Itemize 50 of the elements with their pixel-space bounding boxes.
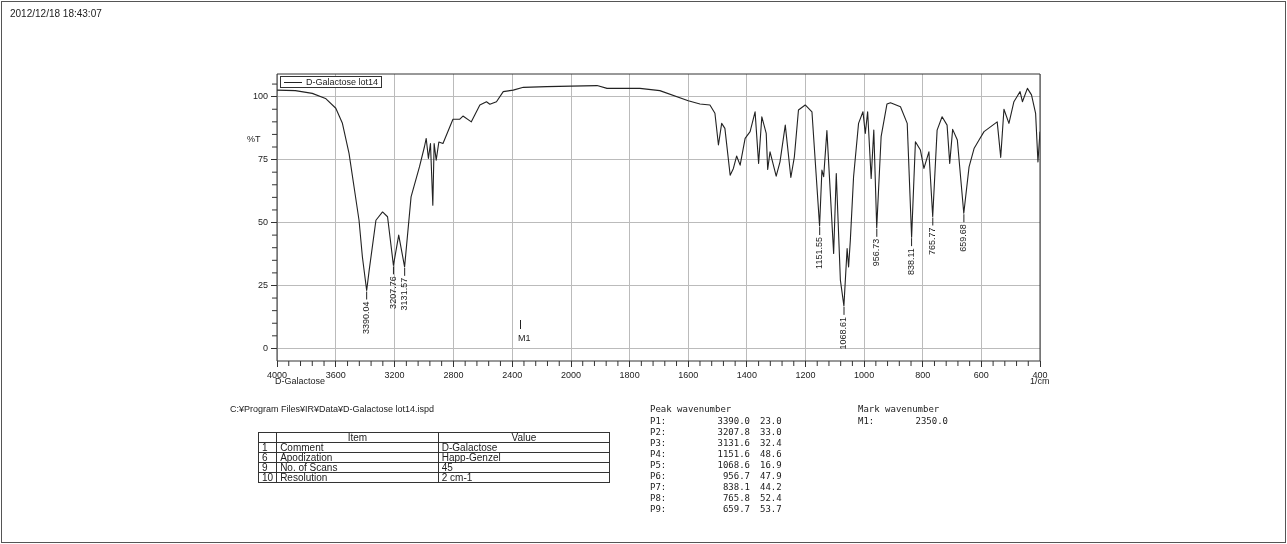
annotation: 3390.04 (361, 301, 372, 335)
text: M1: 2350.0 (858, 416, 948, 426)
text: P8: 765.8 52.4 (650, 493, 782, 503)
annotation: 1151.55 (814, 237, 825, 269)
text: D-Galactose (275, 376, 326, 386)
annotation: 765.77 (927, 227, 938, 256)
text: 9 No. of Scans 45 (262, 462, 453, 473)
x-tick-label: 1000 (854, 369, 875, 380)
annotation: M1 (518, 333, 531, 343)
y-tick-label: 75 (257, 154, 268, 165)
text: P5: 1068.6 16.9 (650, 460, 782, 470)
x-tick-label: 1200 (795, 369, 816, 380)
x-tick-label: 800 (915, 369, 931, 380)
text: P2: 3207.8 33.0 (650, 427, 782, 437)
x-tick-label: 1600 (678, 369, 699, 380)
text: C:¥Program Files¥IR¥Data¥D-Galactose lot14.ispd (230, 404, 435, 414)
y-tick-label: 25 (257, 279, 268, 290)
text: 2012/12/18 18:43:07 (10, 8, 102, 19)
legend-label: D-Galactose lot14 (306, 77, 379, 87)
x-tick-label: 1400 (736, 369, 757, 380)
y-tick-label: 50 (257, 217, 268, 228)
y-tick-label: 0 (262, 342, 268, 353)
annotation: 3207.76 (387, 276, 398, 309)
text: P7: 838.1 44.2 (650, 482, 782, 492)
x-tick-label: 2000 (560, 369, 582, 380)
x-tick-label: 3600 (325, 369, 346, 380)
x-tick-label: 2400 (502, 369, 523, 380)
y-axis-title: %T (247, 134, 261, 144)
text: 1 Comment D-Galactose (262, 442, 498, 453)
annotation: 659.68 (958, 224, 969, 252)
text: 6 Apodization Happ-Genzel (262, 452, 501, 463)
y-tick-label: 100 (252, 91, 268, 102)
x-tick-label: 3200 (384, 369, 405, 380)
annotation: 956.73 (871, 238, 882, 267)
text: P9: 659.7 53.7 (650, 504, 782, 514)
text: Peak wavenumber (650, 404, 732, 415)
annotation: 838.11 (906, 248, 917, 275)
x-tick-label: 1800 (619, 369, 640, 380)
text: P4: 1151.6 48.6 (650, 449, 782, 459)
text: Item Value (347, 432, 537, 443)
text: P1: 3390.0 23.0 (650, 416, 782, 426)
text: 10 Resolution 2 cm-1 (262, 472, 473, 483)
x-axis-title: 1/cm (1030, 376, 1050, 386)
text: P3: 3131.6 32.4 (650, 438, 782, 448)
annotation: 3131.57 (399, 277, 410, 311)
annotation: 1068.61 (838, 316, 849, 350)
text: P6: 956.7 47.9 (650, 471, 782, 481)
x-tick-label: 2800 (443, 369, 464, 380)
x-tick-label: 600 (973, 369, 989, 380)
text: Mark wavenumber (858, 404, 940, 415)
